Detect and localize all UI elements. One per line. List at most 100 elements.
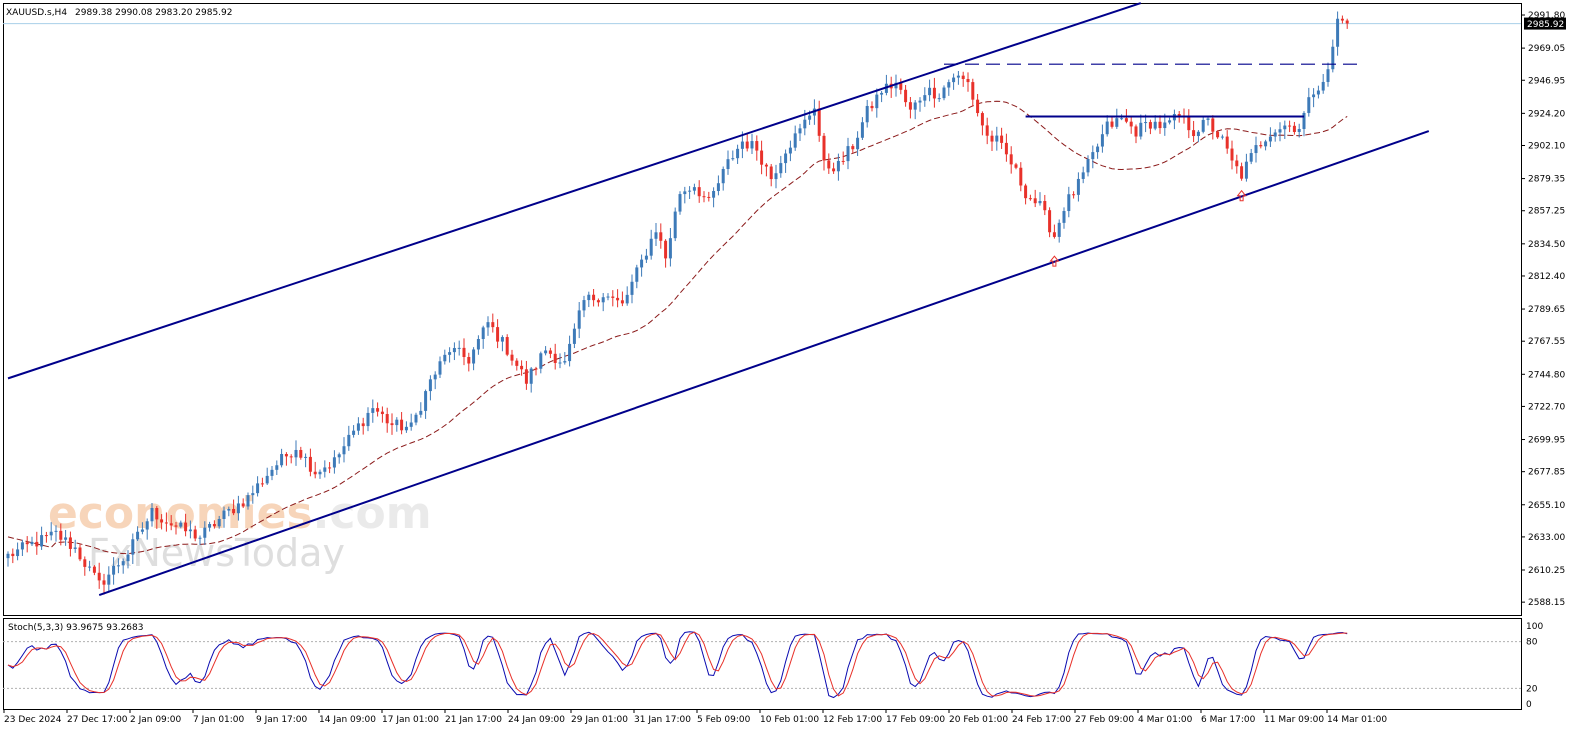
svg-text:2985.92: 2985.92 xyxy=(1527,20,1564,30)
price-tick-label: 2834.50 xyxy=(1528,240,1565,250)
candle xyxy=(64,529,68,546)
candle xyxy=(1009,146,1013,174)
candle xyxy=(884,74,888,96)
candle xyxy=(1288,120,1292,133)
candles-layer xyxy=(6,11,1349,595)
candle xyxy=(35,531,39,555)
candle xyxy=(635,264,639,289)
candle xyxy=(102,573,106,595)
candle xyxy=(299,446,303,460)
candle xyxy=(572,323,576,349)
candle xyxy=(712,187,716,208)
symbol-label: XAUUSD.s,H4 xyxy=(6,8,67,18)
candle xyxy=(558,353,562,369)
candle xyxy=(150,503,154,527)
candle xyxy=(97,562,101,589)
candle xyxy=(520,360,524,376)
candle xyxy=(145,518,149,540)
candle xyxy=(673,207,677,242)
candle xyxy=(529,367,533,393)
candle xyxy=(107,566,111,593)
drawn-objects-layer xyxy=(7,2,1430,597)
candle xyxy=(592,288,596,307)
price-tick-label: 2744.80 xyxy=(1528,370,1565,380)
candle xyxy=(601,293,605,312)
candle xyxy=(1052,224,1056,239)
candle xyxy=(606,293,610,301)
candle xyxy=(116,558,120,574)
candle xyxy=(169,515,173,531)
candle xyxy=(889,76,893,98)
candle xyxy=(131,533,135,564)
candle xyxy=(342,437,346,463)
candle xyxy=(164,512,168,532)
candle xyxy=(457,340,461,356)
time-tick-label: 21 Jan 17:00 xyxy=(445,715,502,725)
candle xyxy=(832,162,836,174)
candle xyxy=(894,74,898,97)
indicator-plot-frame xyxy=(3,618,1522,710)
candle xyxy=(78,543,82,562)
candle xyxy=(568,335,572,367)
time-tick-label: 17 Jan 01:00 xyxy=(382,715,439,725)
time-tick-label: 27 Feb 09:00 xyxy=(1075,715,1134,725)
candle xyxy=(1072,191,1076,199)
candle xyxy=(1196,130,1200,143)
buy-arrow-icon xyxy=(1236,189,1247,202)
candle xyxy=(548,347,552,359)
candle xyxy=(966,72,970,92)
candle xyxy=(923,87,927,107)
candle xyxy=(289,454,293,464)
candle xyxy=(1019,162,1023,192)
candle xyxy=(726,150,730,175)
candle xyxy=(1268,127,1272,148)
candle xyxy=(947,79,951,96)
chart-title: XAUUSD.s,H4 2989.38 2990.08 2983.20 2985.… xyxy=(6,8,233,18)
time-tick-label: 7 Jan 01:00 xyxy=(193,715,245,725)
moving-average-layer xyxy=(7,100,1348,555)
candle xyxy=(1148,119,1152,135)
candle xyxy=(1192,120,1196,143)
candle xyxy=(92,565,96,576)
price-tick-label: 2633.00 xyxy=(1528,533,1565,543)
candle xyxy=(385,407,389,433)
candle xyxy=(1283,120,1287,140)
candle xyxy=(212,520,216,529)
candle xyxy=(928,79,932,102)
candle xyxy=(1302,111,1306,137)
candle xyxy=(505,334,509,357)
candle xyxy=(1259,141,1263,149)
candle xyxy=(371,399,375,423)
candle xyxy=(846,137,850,170)
time-tick-label: 24 Jan 09:00 xyxy=(508,715,565,725)
candle xyxy=(654,222,658,247)
candle xyxy=(539,351,543,374)
candle xyxy=(1091,145,1095,169)
candle xyxy=(6,551,10,567)
candle xyxy=(755,135,759,161)
candle xyxy=(1307,87,1311,117)
time-tick-label: 23 Dec 2024 xyxy=(4,715,62,725)
candle xyxy=(304,453,308,468)
candle xyxy=(702,191,706,203)
candle xyxy=(649,229,653,260)
candle xyxy=(1220,134,1224,140)
candle xyxy=(284,452,288,466)
ohlc-label: 2989.38 2990.08 2983.20 2985.92 xyxy=(75,8,232,18)
candle xyxy=(179,520,183,529)
candle xyxy=(544,346,548,356)
candle xyxy=(515,358,519,371)
candle xyxy=(774,164,778,189)
candle xyxy=(630,274,634,304)
candle xyxy=(1235,154,1239,174)
candle xyxy=(188,520,192,539)
candle xyxy=(620,291,624,307)
candle xyxy=(1249,148,1253,165)
candle xyxy=(294,440,298,466)
candle xyxy=(1336,11,1340,56)
candle xyxy=(1168,117,1172,125)
candle xyxy=(1321,73,1325,94)
candle xyxy=(486,316,490,336)
candle xyxy=(1134,124,1138,144)
candle xyxy=(1139,114,1143,140)
